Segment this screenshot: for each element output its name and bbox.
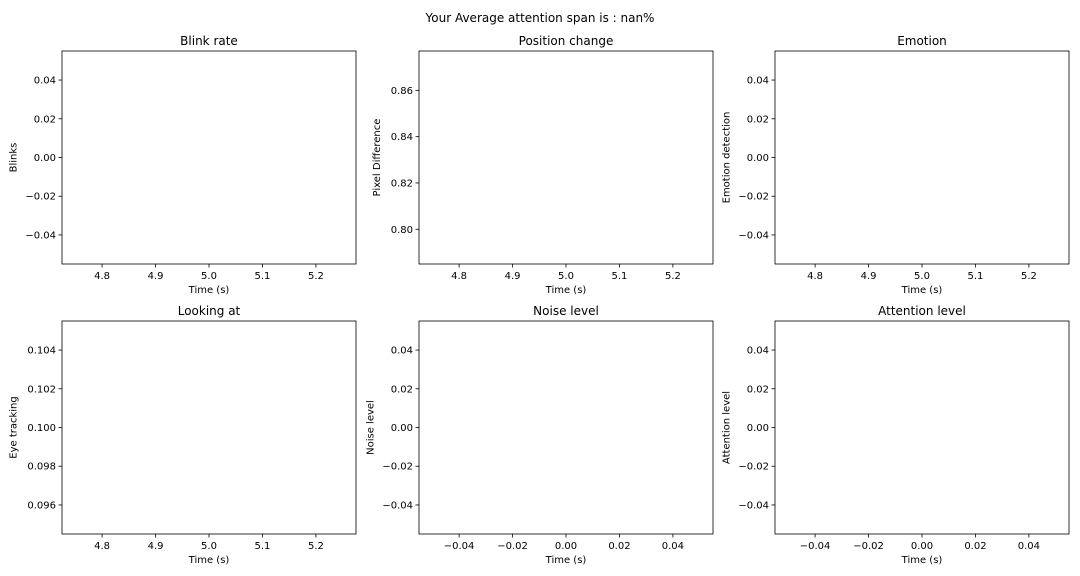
y-tick-label: −0.04 — [382, 500, 413, 511]
y-tick-label: 0.104 — [27, 346, 56, 357]
x-tick-label: −0.04 — [800, 541, 831, 552]
x-tick-label: 5.2 — [665, 271, 681, 282]
subplot-4: Looking at 4.8 4.9 5.0 5.1 5.2 0.096 0.098 0.100… — [9, 304, 357, 566]
y-tick-label: 0.00 — [747, 423, 769, 434]
y-tick-label: 0.04 — [747, 76, 769, 87]
y-tick-label: 0.096 — [27, 500, 56, 511]
x-tick-label: 5.0 — [914, 271, 930, 282]
y-tick-label: 0.100 — [27, 423, 56, 434]
subplot-title: Looking at — [178, 304, 241, 318]
x-axis-label: Time (s) — [545, 285, 587, 296]
x-tick-label: −0.02 — [497, 541, 528, 552]
x-tick-label: 5.2 — [1021, 271, 1037, 282]
y-tick-label: −0.04 — [25, 230, 56, 241]
y-axis-label: Noise level — [366, 400, 377, 455]
y-tick-label: 0.04 — [747, 346, 769, 357]
x-tick-label: 5.1 — [255, 541, 271, 552]
y-tick-label: 0.00 — [391, 423, 413, 434]
y-tick-label: 0.02 — [747, 384, 769, 395]
y-axis-label: Attention level — [722, 391, 733, 464]
y-tick-label: 0.00 — [34, 153, 56, 164]
x-tick-label: 5.1 — [968, 271, 984, 282]
x-tick-label: 5.1 — [612, 271, 628, 282]
y-axis-label: Eye tracking — [9, 396, 20, 458]
x-tick-label: 0.02 — [964, 541, 986, 552]
y-axis-label: Emotion detection — [722, 112, 733, 204]
y-axis-label: Pixel Difference — [372, 119, 383, 197]
x-tick-label: 5.0 — [558, 271, 574, 282]
y-tick-label: 0.86 — [391, 86, 413, 97]
subplot-2: Position change 4.8 4.9 5.0 5.1 5.2 0.80 0.82 0.… — [372, 34, 714, 296]
y-tick-label: −0.04 — [738, 500, 769, 511]
subplot-6: Attention level −0.04 −0.02 0.00 0.02 0.04 −0.… — [722, 304, 1070, 566]
subplot-title: Position change — [519, 34, 614, 48]
x-tick-label: 4.8 — [451, 271, 467, 282]
x-tick-label: 0.02 — [608, 541, 630, 552]
subplot-title: Emotion — [897, 34, 947, 48]
x-tick-label: 4.9 — [148, 271, 164, 282]
subplot-title: Blink rate — [180, 34, 238, 48]
x-tick-label: 5.2 — [308, 541, 324, 552]
y-tick-label: 0.02 — [747, 114, 769, 125]
y-tick-label: −0.02 — [738, 462, 769, 473]
axes-grid: Blink rate 4.8 4.9 5.0 5.1 5.2 −0.04 −0.02 0.00 0… — [9, 34, 1070, 566]
y-tick-label: 0.00 — [747, 153, 769, 164]
y-axis-label: Blinks — [9, 143, 20, 173]
figure-suptitle: Your Average attention span is : nan% — [425, 11, 655, 25]
y-tick-label: 0.02 — [391, 384, 413, 395]
y-tick-label: 0.82 — [391, 178, 413, 189]
x-tick-label: 4.8 — [807, 271, 823, 282]
subplot-title: Attention level — [878, 304, 966, 318]
x-axis-label: Time (s) — [901, 285, 943, 296]
x-tick-label: −0.04 — [444, 541, 475, 552]
x-tick-label: 5.0 — [201, 541, 217, 552]
y-tick-label: 0.098 — [27, 462, 56, 473]
x-tick-label: 4.8 — [94, 271, 110, 282]
y-tick-label: −0.02 — [25, 192, 56, 203]
y-tick-label: 0.04 — [34, 76, 56, 87]
x-tick-label: −0.02 — [853, 541, 884, 552]
y-tick-label: −0.04 — [738, 230, 769, 241]
x-tick-label: 4.9 — [861, 271, 877, 282]
y-tick-label: 0.80 — [391, 225, 413, 236]
y-tick-label: −0.02 — [738, 192, 769, 203]
y-tick-label: 0.102 — [27, 384, 56, 395]
subplot-title: Noise level — [533, 304, 599, 318]
x-axis-label: Time (s) — [901, 555, 943, 566]
y-tick-label: −0.02 — [382, 462, 413, 473]
x-tick-label: 4.9 — [505, 271, 521, 282]
x-axis-label: Time (s) — [188, 285, 230, 296]
subplot-3: Emotion 4.8 4.9 5.0 5.1 5.2 −0.04 −0.02 0.00 0.02… — [722, 34, 1070, 296]
y-tick-label: 0.84 — [391, 132, 413, 143]
x-tick-label: 5.1 — [255, 271, 271, 282]
x-axis-label: Time (s) — [545, 555, 587, 566]
x-tick-label: 5.0 — [201, 271, 217, 282]
y-tick-label: 0.04 — [391, 346, 413, 357]
x-tick-label: 4.8 — [94, 541, 110, 552]
x-tick-label: 0.04 — [1018, 541, 1040, 552]
x-axis-label: Time (s) — [188, 555, 230, 566]
x-tick-label: 5.2 — [308, 271, 324, 282]
y-tick-label: 0.02 — [34, 114, 56, 125]
x-tick-label: 0.04 — [662, 541, 684, 552]
x-tick-label: 0.00 — [555, 541, 577, 552]
x-tick-label: 4.9 — [148, 541, 164, 552]
subplot-1: Blink rate 4.8 4.9 5.0 5.1 5.2 −0.04 −0.02 0.00 0… — [9, 34, 357, 296]
subplot-5: Noise level −0.04 −0.02 0.00 0.02 0.04 −0.04 −0… — [366, 304, 714, 566]
x-tick-label: 0.00 — [911, 541, 933, 552]
